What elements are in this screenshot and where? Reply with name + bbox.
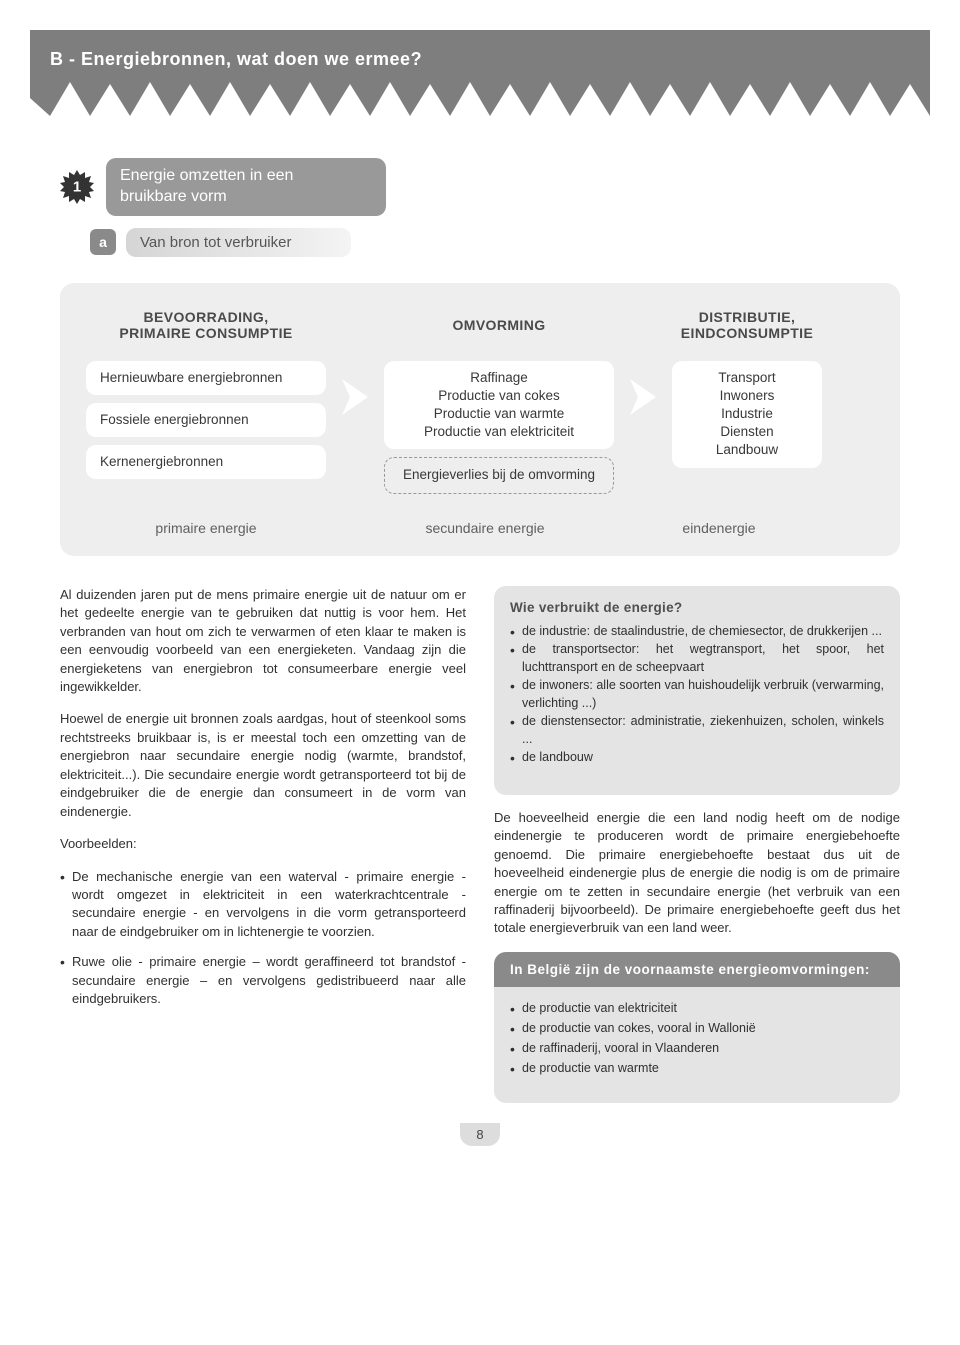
body-paragraph: Hoewel de energie uit bronnen zoals aard…: [60, 710, 466, 821]
col2-title: OMVORMING: [452, 307, 545, 343]
info-box-title: Wie verbruikt de energie?: [510, 600, 884, 615]
col2-footer: secundaire energie: [370, 520, 600, 536]
right-column: Wie verbruikt de energie? de industrie: …: [494, 586, 900, 1104]
list-item: De mechanische energie van een waterval …: [60, 868, 466, 942]
col2-dashed-box: Energieverlies bij de omvorming: [384, 457, 614, 493]
list-item: de raffinaderij, vooral in Vlaanderen: [510, 1039, 884, 1057]
subsection-title: Van bron tot verbruiker: [126, 228, 351, 257]
info-box-consumers: Wie verbruikt de energie? de industrie: …: [494, 586, 900, 795]
info-list: de industrie: de staalindustrie, de chem…: [510, 623, 884, 767]
subsection-letter: a: [90, 229, 116, 255]
col3-footer: eindenergie: [644, 520, 794, 536]
body-paragraph: Al duizenden jaren put de mens primaire …: [60, 586, 466, 697]
list-item: de industrie: de staalindustrie, de chem…: [510, 623, 884, 641]
col1-item: Kernenergiebronnen: [86, 445, 326, 479]
left-column: Al duizenden jaren put de mens primaire …: [60, 586, 466, 1104]
col3-box: Transport Inwoners Industrie Diensten La…: [672, 361, 822, 468]
body-paragraph: De hoeveelheid energie die een land nodi…: [494, 809, 900, 938]
arrow-icon: [628, 307, 658, 417]
list-item: de productie van elektriciteit: [510, 999, 884, 1017]
list-item: de productie van warmte: [510, 1059, 884, 1077]
diagram-footer-row: primaire energie secundaire energie eind…: [86, 520, 874, 536]
info-list: de productie van elektriciteit de produc…: [510, 999, 884, 1078]
list-item: de dienstensector: administratie, zieken…: [510, 713, 884, 748]
section-number: 1: [73, 178, 81, 195]
col1-footer: primaire energie: [86, 520, 326, 536]
page-number: 8: [460, 1123, 499, 1146]
list-item: de inwoners: alle soorten van huishoudel…: [510, 677, 884, 712]
list-item: de productie van cokes, vooral in Wallon…: [510, 1019, 884, 1037]
page-number-container: 8: [60, 1123, 900, 1146]
info-box-belgium: In België zijn de voornaamste energieomv…: [494, 952, 900, 1104]
list-item: Ruwe olie - primaire energie – wordt ger…: [60, 953, 466, 1008]
body-columns: Al duizenden jaren put de mens primaire …: [60, 586, 900, 1104]
arrow-icon: [340, 307, 370, 417]
header-band: B - Energiebronnen, wat doen we ermee?: [30, 30, 930, 78]
zigzag-decoration: [30, 78, 930, 118]
col1-title: BEVOORRADING, PRIMAIRE CONSUMPTIE: [119, 307, 292, 343]
section-heading-row: 1 Energie omzetten in een bruikbare vorm: [60, 158, 900, 216]
body-paragraph: Voorbeelden:: [60, 835, 466, 853]
col1-item: Hernieuwbare energiebronnen: [86, 361, 326, 395]
list-item: de landbouw: [510, 749, 884, 767]
subsection-heading-row: a Van bron tot verbruiker: [90, 228, 900, 257]
example-list: De mechanische energie van een waterval …: [60, 868, 466, 1009]
list-item: de transportsector: het wegtransport, he…: [510, 641, 884, 676]
diagram-panel: BEVOORRADING, PRIMAIRE CONSUMPTIE Hernie…: [60, 283, 900, 556]
diagram-col-distribution: DISTRIBUTIE, EINDCONSUMPTIE Transport In…: [672, 307, 822, 476]
col2-box: Raffinage Productie van cokes Productie …: [384, 361, 614, 450]
section-title: Energie omzetten in een bruikbare vorm: [106, 158, 386, 216]
diagram-col-supply: BEVOORRADING, PRIMAIRE CONSUMPTIE Hernie…: [86, 307, 326, 488]
header-title: B - Energiebronnen, wat doen we ermee?: [50, 49, 422, 78]
info-box-dark-title: In België zijn de voornaamste energieomv…: [494, 952, 900, 987]
col1-item: Fossiele energiebronnen: [86, 403, 326, 437]
col3-title: DISTRIBUTIE, EINDCONSUMPTIE: [681, 307, 813, 343]
diagram-col-transform: OMVORMING Raffinage Productie van cokes …: [384, 307, 614, 494]
section-number-badge: 1: [60, 170, 94, 204]
